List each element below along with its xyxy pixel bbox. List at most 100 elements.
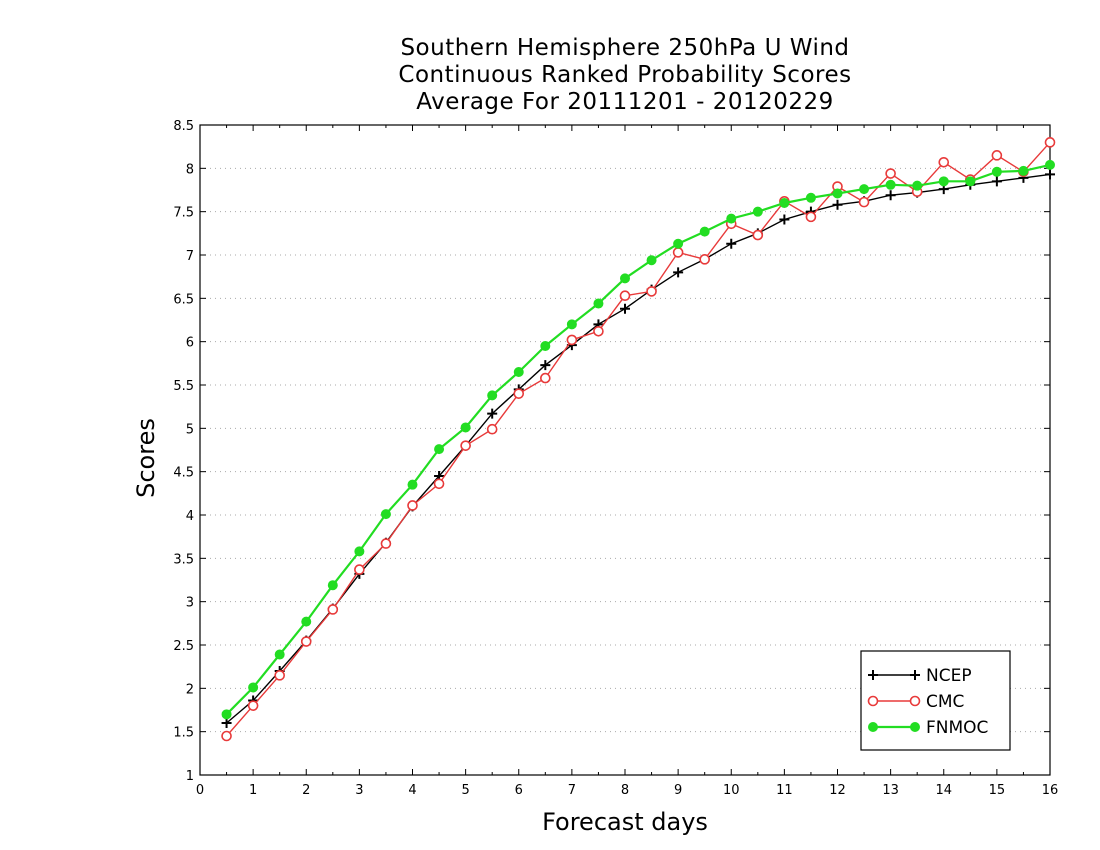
y-tick-label: 6: [186, 336, 194, 351]
fnmoc-point: [938, 176, 949, 187]
legend-label-ncep: NCEP: [926, 666, 972, 686]
cmc-point: [938, 156, 950, 168]
fnmoc-point: [593, 298, 604, 309]
cmc-point: [805, 211, 817, 223]
fnmoc-point: [1045, 159, 1055, 170]
fnmoc-point: [1018, 165, 1029, 176]
y-tick-label: 4: [186, 509, 194, 524]
legend-ncep-point: [868, 670, 878, 680]
x-tick-label: 5: [461, 783, 469, 798]
legend-item-ncep: NCEP: [868, 666, 972, 686]
y-tick-label: 7.5: [173, 206, 194, 221]
x-tick-label: 12: [829, 783, 846, 798]
cmc-point: [540, 372, 551, 384]
ncep-point: [221, 718, 232, 728]
cmc-point: [513, 388, 525, 399]
cmc-point: [752, 229, 764, 241]
cmc-point: [593, 325, 604, 337]
x-tick-label: 1: [249, 783, 257, 798]
cmc-point: [858, 196, 870, 208]
ncep-point: [487, 408, 498, 419]
x-tick-label: 4: [408, 783, 416, 798]
ncep-point: [540, 360, 551, 371]
fnmoc-point: [487, 390, 498, 401]
x-tick-label: 0: [196, 783, 204, 798]
x-axis-label: Forecast days: [542, 808, 708, 836]
legend-cmc-point: [867, 695, 879, 707]
series-cmc: [221, 137, 1056, 742]
cmc-point: [991, 150, 1003, 161]
y-tick-label: 1.5: [173, 726, 194, 741]
fnmoc-point: [620, 273, 630, 284]
x-tick-label: 15: [989, 783, 1006, 798]
x-tick-label: 10: [723, 783, 740, 798]
legend-fnmoc-point: [868, 722, 878, 732]
cmc-point: [486, 423, 498, 435]
cmc-point: [1044, 137, 1056, 148]
x-tick-label: 16: [1042, 783, 1059, 798]
fnmoc-point: [726, 213, 737, 224]
legend-item-fnmoc: FNMOC: [868, 718, 988, 738]
y-axis-label: Scores: [132, 418, 160, 498]
fnmoc-point: [912, 180, 923, 191]
cmc-point: [247, 700, 259, 711]
ncep-point: [1045, 169, 1055, 180]
fnmoc-point: [460, 422, 471, 433]
x-tick-label: 9: [674, 783, 682, 798]
cmc-point: [460, 440, 471, 451]
chart-title-line-1: Southern Hemisphere 250hPa U Wind: [400, 35, 850, 61]
y-tick-label: 5.5: [173, 379, 194, 394]
fnmoc-point: [991, 166, 1002, 177]
y-tick-label: 8: [186, 162, 194, 177]
y-tick-label: 7: [186, 249, 194, 264]
y-tick-label: 3: [186, 596, 194, 611]
chart-title-line-2: Continuous Ranked Probability Scores: [398, 62, 852, 88]
fnmoc-point: [434, 444, 445, 455]
x-tick-label: 3: [355, 783, 363, 798]
legend-cmc-point: [909, 695, 921, 707]
fnmoc-point: [513, 367, 524, 377]
x-tick-label: 8: [621, 783, 629, 798]
series-group: [221, 137, 1056, 742]
legend-label-cmc: CMC: [926, 692, 964, 712]
y-tick-label: 2.5: [173, 639, 194, 654]
legend-item-cmc: CMC: [867, 692, 964, 712]
cmc-point: [354, 564, 365, 575]
y-tick-label: 1: [186, 769, 194, 784]
x-tick-label: 6: [515, 783, 523, 798]
legend: NCEP CMC FNMOC: [860, 650, 1011, 751]
fnmoc-point: [805, 192, 816, 203]
y-tick-label: 6.5: [173, 292, 194, 307]
fnmoc-point: [779, 198, 790, 208]
y-tick-label: 2: [186, 682, 194, 697]
cmc-point: [380, 538, 392, 549]
fnmoc-point: [699, 226, 710, 237]
x-tick-label: 2: [302, 783, 310, 798]
ncep-point: [620, 303, 630, 314]
fnmoc-point: [301, 616, 312, 627]
x-tick-label: 13: [882, 783, 899, 798]
ncep-point: [991, 176, 1002, 187]
grid: [200, 167, 1050, 733]
fnmoc-point: [965, 176, 976, 187]
fnmoc-point: [327, 580, 338, 591]
y-tick-label: 8.5: [173, 119, 194, 134]
fnmoc-point: [885, 179, 896, 190]
y-tick-label: 4.5: [173, 466, 194, 481]
fnmoc-point: [274, 649, 285, 660]
fnmoc-point: [752, 206, 763, 217]
series-fnmoc: [221, 159, 1055, 720]
fnmoc-point: [646, 255, 657, 266]
cmc-point: [327, 604, 339, 615]
cmc-point: [433, 478, 445, 490]
series-line-ncep: [226, 173, 1051, 724]
cmc-point: [699, 254, 710, 265]
cmc-point: [885, 168, 896, 179]
ncep-point: [885, 190, 896, 201]
chart-title-line-3: Average For 20111201 - 20120229: [416, 89, 834, 115]
series-line-cmc: [226, 141, 1051, 737]
x-tick-label: 14: [935, 783, 952, 798]
x-tick-label: 7: [568, 783, 576, 798]
cmc-point: [221, 730, 232, 742]
fnmoc-point: [673, 238, 684, 249]
